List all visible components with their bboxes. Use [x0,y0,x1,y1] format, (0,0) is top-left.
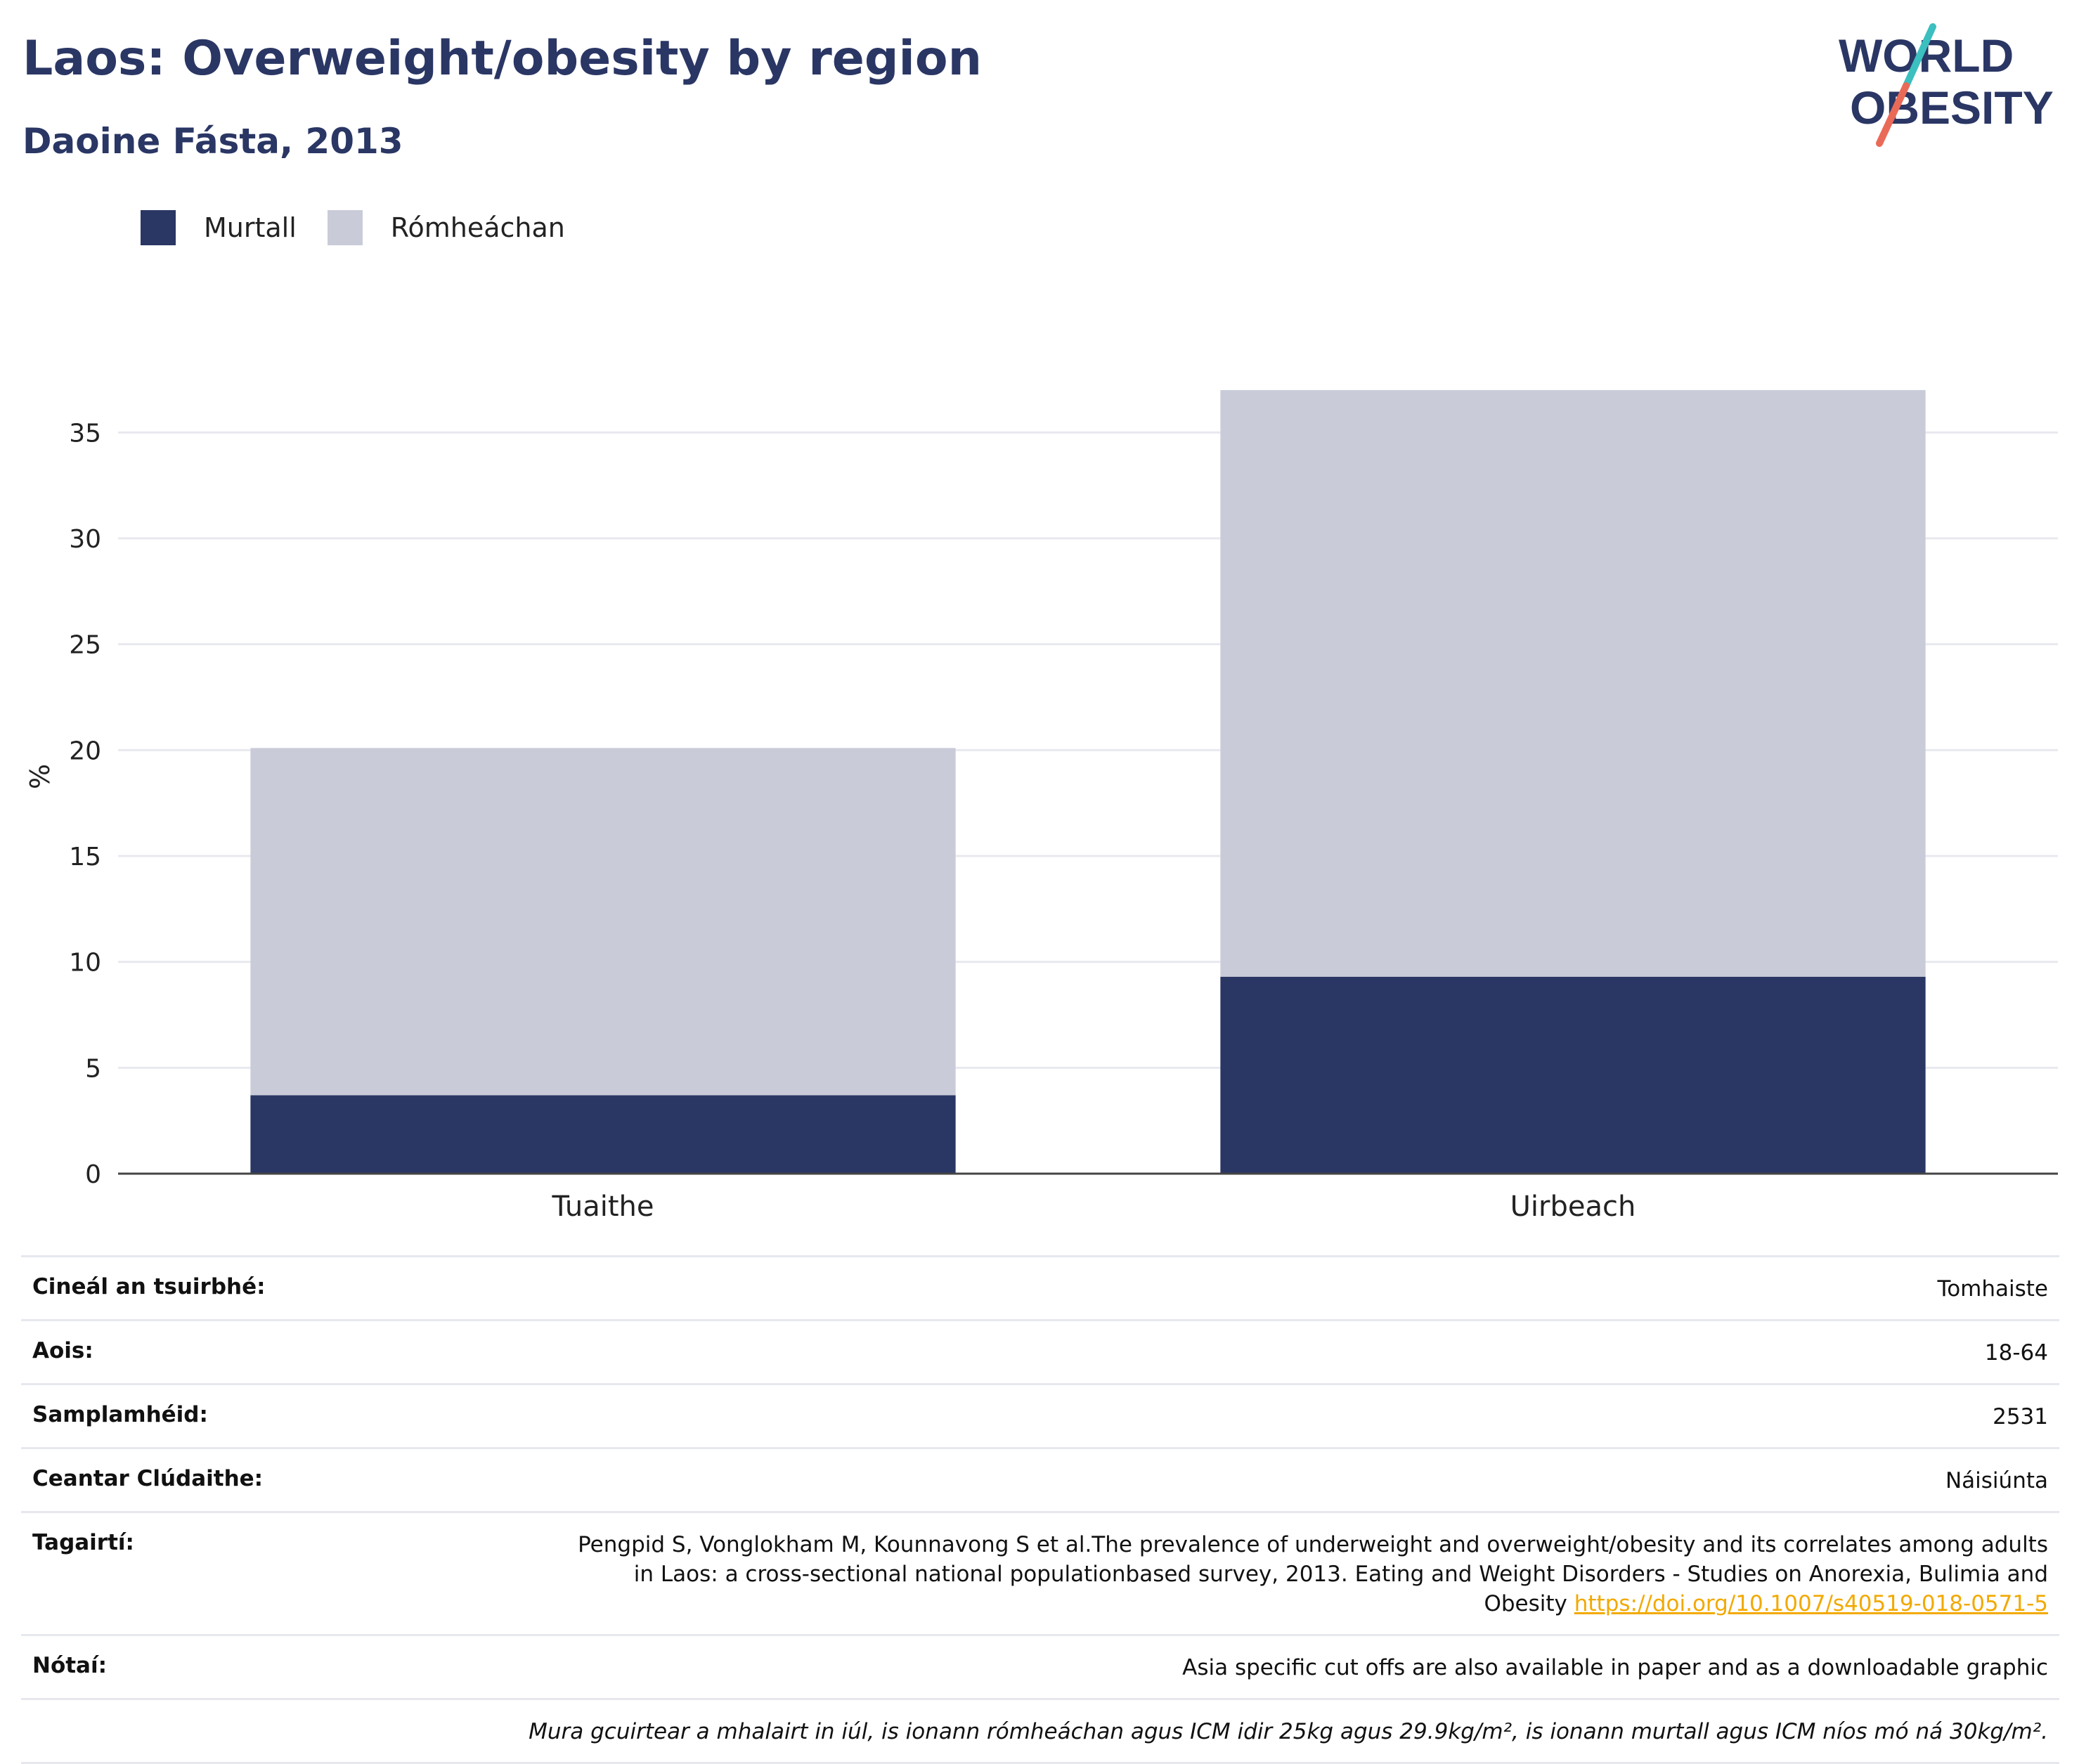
y-tick-label: 30 [69,525,101,554]
y-tick-label: 0 [85,1160,101,1189]
info-value: Náisiúnta [1945,1468,2048,1493]
chart-legend: Murtall Rómheáchan [141,208,596,247]
y-tick-label: 15 [69,843,101,871]
chart-title: Laos: Overweight/obesity by region [22,31,982,86]
info-row-age: Aois: 18-64 [21,1319,2059,1383]
info-value: Tomhaiste [1937,1276,2048,1302]
y-tick-label: 5 [85,1054,101,1083]
info-value: Asia specific cut offs are also availabl… [1182,1655,2048,1680]
y-axis-label: % [25,764,56,789]
y-tick-label: 10 [69,949,101,978]
legend-item-romheachan[interactable]: Rómheáchan [327,210,565,245]
info-key: Ceantar Clúdaithe: [32,1466,264,1491]
reference-line2: in Laos: a cross-sectional national popu… [633,1562,2048,1587]
legend-label-murtall: Murtall [204,212,297,243]
info-key: Samplamhéid: [32,1402,208,1427]
y-tick-label: 20 [69,737,101,765]
info-key: Nótaí: [32,1653,108,1678]
bar-romheachan-1 [1220,390,1926,977]
bar-romheachan-0 [250,748,956,1096]
y-tick-label: 25 [69,631,101,660]
bar-murtall-1 [1220,976,1926,1174]
legend-swatch-murtall [141,210,176,245]
stacked-bar-chart: 0 5 10 15 20 25 30 35% Tuaithe Uirbeach [25,390,2058,1223]
y-tick-label: 35 [69,419,101,448]
bmi-footnote: Mura gcuirtear a mhalairt in iúl, is ion… [529,1719,2048,1744]
info-value: Pengpid S, Vonglokham M, Kounnavong S et… [578,1530,2048,1619]
info-row-sample-size: Samplamhéid: 2531 [21,1383,2059,1447]
x-tick-label: Uirbeach [1510,1191,1636,1223]
info-row-coverage: Ceantar Clúdaithe: Náisiúnta [21,1447,2059,1511]
info-key: Aois: [32,1338,93,1363]
info-key: Tagairtí: [32,1530,134,1555]
logo-line2: OBESITY [1850,82,2054,134]
world-obesity-logo: WORLD OBESITY [1839,23,2054,147]
info-row-footnote: Mura gcuirtear a mhalairt in iúl, is ion… [21,1698,2059,1764]
info-row-survey-type: Cineál an tsuirbhé: Tomhaiste [21,1255,2059,1319]
logo-slash-teal [1903,23,1936,89]
reference-line1: Pengpid S, Vonglokham M, Kounnavong S et… [578,1532,2048,1557]
legend-swatch-romheachan [327,210,363,245]
info-key: Cineál an tsuirbhé: [32,1274,266,1299]
info-value: 2531 [1993,1404,2048,1429]
info-value: 18-64 [1984,1340,2048,1366]
legend-item-murtall[interactable]: Murtall [141,210,297,245]
logo-slash-coral [1876,82,1910,147]
reference-doi-link[interactable]: https://doi.org/10.1007/s40519-018-0571-… [1574,1591,2048,1616]
survey-info-table: Cineál an tsuirbhé: Tomhaiste Aois: 18-6… [21,1255,2059,1764]
bar-murtall-0 [250,1095,956,1174]
info-row-notes: Nótaí: Asia specific cut offs are also a… [21,1634,2059,1698]
chart-subtitle: Daoine Fásta, 2013 [22,121,403,162]
reference-line3: Obesity [1484,1591,1567,1616]
legend-label-romheachan: Rómheáchan [390,212,565,243]
info-row-references: Tagairtí: Pengpid S, Vonglokham M, Kounn… [21,1511,2059,1634]
x-tick-label: Tuaithe [552,1191,654,1223]
